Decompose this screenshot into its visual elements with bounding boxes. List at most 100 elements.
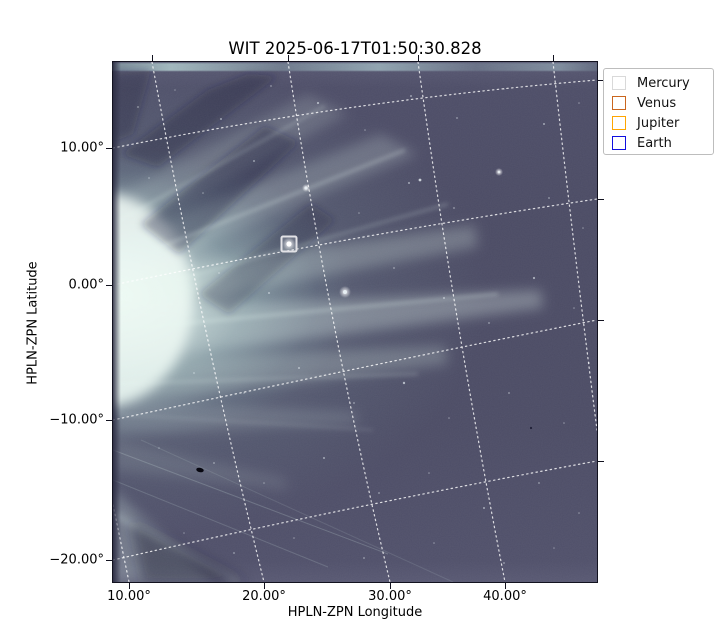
y-tick-label: −10.00° [49, 412, 104, 428]
legend-swatch-earth [612, 136, 626, 150]
top-tick-mark [417, 55, 419, 61]
star-dot [323, 457, 325, 459]
star-dot [316, 101, 320, 105]
star-dot [410, 95, 412, 97]
grid-line [113, 198, 597, 286]
star-dot [353, 402, 355, 404]
star-dot [298, 367, 300, 369]
grid-line [113, 460, 597, 561]
star-dot [193, 372, 195, 374]
star-dot [378, 492, 380, 494]
star-dot [213, 462, 215, 464]
x-tick-label: 20.00° [242, 589, 286, 604]
x-tick-label: 40.00° [483, 589, 527, 604]
star-dot [443, 297, 445, 299]
x-axis-label: HPLN-ZPN Longitude [287, 605, 423, 620]
star-dot [532, 276, 536, 280]
star-dot [358, 212, 360, 214]
dust-artifacts [196, 426, 533, 473]
star-dot [456, 117, 458, 119]
star-dot [363, 557, 365, 559]
star-dot [137, 106, 139, 108]
star-dot [220, 118, 222, 120]
star-dot [168, 257, 170, 259]
star-dot [364, 129, 366, 131]
star-dot [553, 547, 555, 549]
star-dot [563, 422, 565, 424]
wispr-image [113, 62, 597, 582]
star-dot [428, 472, 430, 474]
legend-label: Venus [637, 95, 677, 111]
star-dot [268, 292, 270, 294]
top-tick-mark [552, 55, 554, 61]
left-edge-vignette [113, 62, 121, 582]
grid-line [113, 504, 130, 582]
star-dot [488, 322, 490, 324]
x-tick-mark [263, 583, 265, 589]
mercury-marker [280, 235, 298, 253]
legend-label: Earth [637, 135, 672, 151]
y-tick-mark [106, 284, 112, 286]
star-dot [402, 381, 406, 385]
star-dot [158, 447, 160, 449]
grid-line [417, 62, 506, 582]
legend: Mercury Venus Jupiter Earth [603, 68, 714, 155]
star-dot [578, 512, 580, 514]
star-dot [183, 532, 185, 534]
legend-swatch-mercury [612, 76, 626, 90]
star-dot [573, 307, 575, 309]
star-dot [174, 89, 176, 91]
image-noise [113, 62, 597, 582]
right-tick-mark [598, 79, 604, 81]
star-dot [270, 85, 272, 87]
star-dot [448, 417, 450, 419]
x-tick-mark [389, 583, 391, 589]
star-dot [582, 227, 584, 229]
x-tick-label: 30.00° [368, 589, 412, 604]
y-tick-label: −20.00° [49, 552, 104, 568]
grid-line [113, 319, 597, 421]
legend-swatch-venus [612, 96, 626, 110]
grid-line [287, 62, 391, 582]
y-tick-mark [106, 559, 112, 561]
y-tick-mark [106, 147, 112, 149]
legend-swatch-jupiter [612, 116, 626, 130]
right-tick-mark [598, 198, 604, 200]
y-tick-mark [106, 419, 112, 421]
x-tick-label: 10.00° [107, 589, 151, 604]
coordinate-grid [113, 62, 597, 582]
plot-title: WIT 2025-06-17T01:50:30.828 [228, 39, 482, 58]
right-tick-mark [598, 460, 604, 462]
legend-label: Mercury [637, 75, 690, 91]
star-dot [143, 352, 145, 354]
mercury-dot [286, 241, 292, 247]
star-dot [263, 482, 265, 484]
star-dot [453, 207, 455, 209]
star-dot [343, 290, 347, 294]
star-dot [578, 102, 580, 104]
star-dot [253, 160, 255, 162]
legend-label: Jupiter [637, 115, 680, 131]
legend-item: Jupiter [604, 113, 713, 133]
star-dot [218, 272, 220, 274]
legend-item: Mercury [604, 73, 713, 93]
y-tick-label: 0.00° [68, 277, 104, 293]
star-dot [233, 552, 235, 554]
x-tick-mark [128, 583, 130, 589]
star-dot [497, 170, 501, 174]
grid-line [113, 79, 597, 149]
star-dot [508, 392, 510, 394]
legend-item: Venus [604, 93, 713, 113]
star-dot [503, 562, 505, 564]
star-dot [433, 542, 435, 544]
right-tick-mark [598, 319, 604, 321]
star-dot [202, 192, 204, 194]
grid-line [552, 62, 597, 431]
top-tick-mark [151, 55, 153, 61]
star-dot [393, 267, 395, 269]
legend-item: Earth [604, 133, 713, 153]
star-dot [543, 123, 545, 125]
plot-area [113, 62, 597, 582]
star-dot [293, 537, 295, 539]
